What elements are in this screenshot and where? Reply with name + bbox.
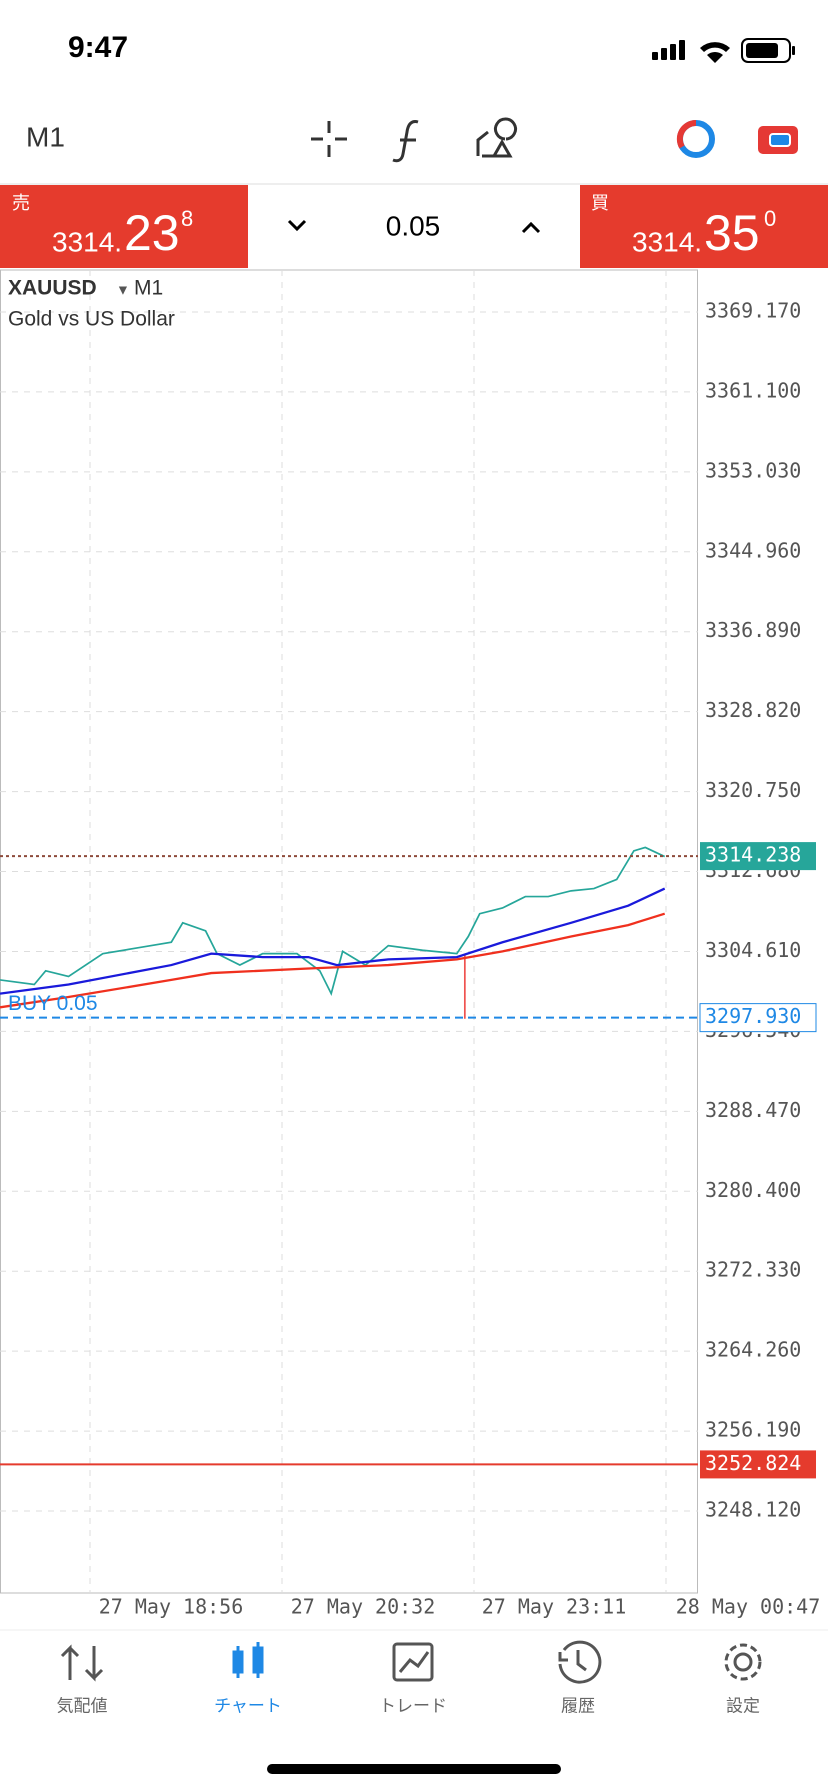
buy-price-main: 3314.	[632, 226, 702, 257]
lot-increase[interactable]	[521, 221, 541, 234]
current-price-label: 3314.238	[705, 843, 801, 867]
sell-price-big: 23	[124, 205, 180, 261]
price-plot	[0, 846, 666, 1019]
price-tick-label: 3264.260	[705, 1338, 801, 1362]
buy-button[interactable]	[580, 185, 828, 268]
price-tick-label: 3361.100	[705, 378, 801, 402]
price-tick-label: 3248.120	[705, 1498, 801, 1522]
account-icon-inner	[769, 133, 791, 147]
order-price-box	[699, 1003, 817, 1033]
chart-timeframe: M1	[134, 277, 163, 300]
price-tick-label: 3344.960	[705, 538, 801, 562]
lot-decrease[interactable]	[287, 219, 307, 232]
price-tick-label: 3288.470	[705, 1098, 801, 1122]
chart-description: Gold vs US Dollar	[8, 308, 175, 331]
home-indicator	[267, 1764, 561, 1774]
nav-icons	[60, 1640, 762, 1684]
sell-price-small: 8	[181, 206, 193, 231]
chart-symbol[interactable]: XAUUSD	[8, 277, 97, 300]
toolbar-icons[interactable]	[311, 117, 715, 163]
buy-label: 買	[591, 193, 609, 213]
price-tick-label: 3369.170	[705, 299, 801, 323]
vertical-grid	[89, 270, 667, 1593]
time-label: 27 May 23:11	[482, 1595, 627, 1619]
nav-tab[interactable]: 気配値	[57, 1696, 108, 1715]
symbol-dropdown[interactable]: ▼	[116, 282, 130, 298]
order-price-label: 3297.930	[705, 1004, 801, 1028]
sell-button[interactable]	[0, 185, 248, 268]
price-tick-label: 3304.610	[705, 938, 801, 962]
price-tick-label: 3272.330	[705, 1258, 801, 1282]
nav-tab[interactable]: 設定	[726, 1696, 760, 1715]
sell-price-main: 3314.	[52, 226, 122, 257]
status-time: 9:47	[68, 31, 128, 64]
lot-size[interactable]: 0.05	[386, 210, 441, 241]
sell-label: 売	[12, 193, 30, 213]
price-tick-label: 3280.400	[705, 1178, 801, 1202]
price-tick-label: 3353.030	[705, 458, 801, 482]
price-tick-label: 3336.890	[705, 618, 801, 642]
buy-price-small: 0	[764, 206, 776, 231]
current-price-box	[700, 842, 816, 871]
time-label: 28 May 00:47	[676, 1595, 821, 1619]
level-price-box	[700, 1450, 816, 1479]
chart-frame	[0, 269, 698, 1594]
timeframe-button[interactable]: M1	[26, 121, 65, 152]
nav-tab[interactable]: 履歴	[561, 1696, 595, 1715]
level-price-label: 3252.824	[705, 1451, 801, 1475]
price-tick-label: 3256.190	[705, 1418, 801, 1442]
nav-tab[interactable]: チャート	[214, 1696, 282, 1715]
price-tick-label: 3320.750	[705, 778, 801, 802]
nav-tab[interactable]: トレード	[379, 1696, 447, 1715]
time-label: 27 May 20:32	[291, 1595, 436, 1619]
price-tick-label: 3328.820	[705, 698, 801, 722]
buy-price-big: 35	[704, 205, 760, 261]
time-label: 27 May 18:56	[99, 1595, 244, 1619]
status-icons	[652, 38, 795, 63]
order-label: BUY 0.05	[8, 992, 98, 1015]
